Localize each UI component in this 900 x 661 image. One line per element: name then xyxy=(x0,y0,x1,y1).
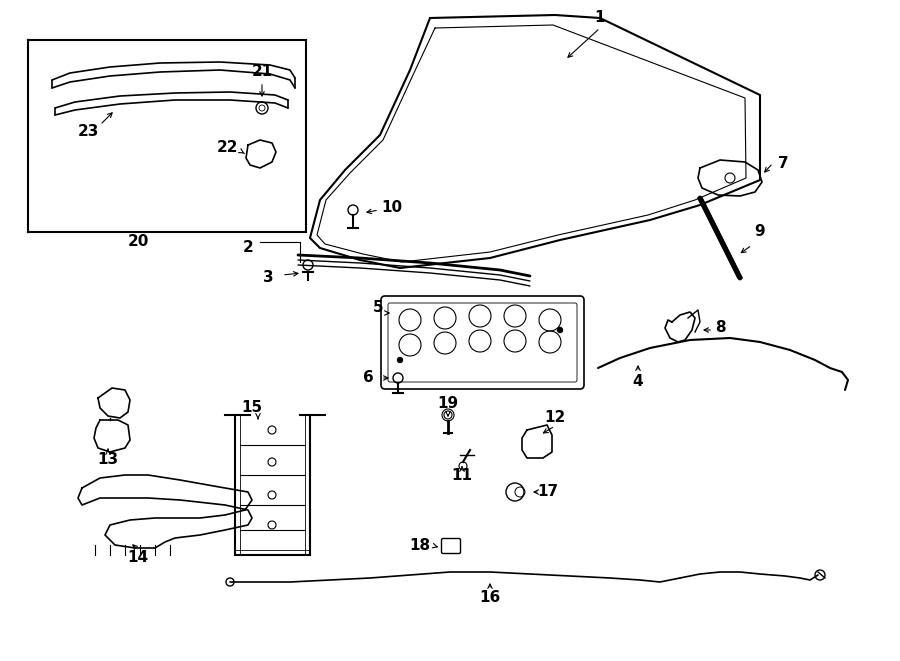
Text: 9: 9 xyxy=(755,225,765,239)
Text: 18: 18 xyxy=(410,539,430,553)
Text: 16: 16 xyxy=(480,590,500,605)
Text: 4: 4 xyxy=(633,375,643,389)
Text: 22: 22 xyxy=(217,141,239,155)
Text: 5: 5 xyxy=(373,301,383,315)
Text: 20: 20 xyxy=(127,235,148,249)
Text: 3: 3 xyxy=(263,270,274,286)
Text: 1: 1 xyxy=(595,11,605,26)
Text: 7: 7 xyxy=(778,155,788,171)
Text: 17: 17 xyxy=(537,485,559,500)
Bar xyxy=(28,40,306,232)
Circle shape xyxy=(557,327,562,332)
Text: 2: 2 xyxy=(243,241,254,256)
Text: 13: 13 xyxy=(97,453,119,467)
Text: 12: 12 xyxy=(544,410,565,426)
Text: 10: 10 xyxy=(382,200,402,215)
Text: 11: 11 xyxy=(452,469,472,483)
Text: 15: 15 xyxy=(241,401,263,416)
Text: 23: 23 xyxy=(77,124,99,139)
Text: 19: 19 xyxy=(437,397,459,412)
Text: 14: 14 xyxy=(128,551,148,566)
Text: 6: 6 xyxy=(363,371,374,385)
Text: 21: 21 xyxy=(251,65,273,79)
Text: 8: 8 xyxy=(715,321,725,336)
Circle shape xyxy=(398,358,402,362)
